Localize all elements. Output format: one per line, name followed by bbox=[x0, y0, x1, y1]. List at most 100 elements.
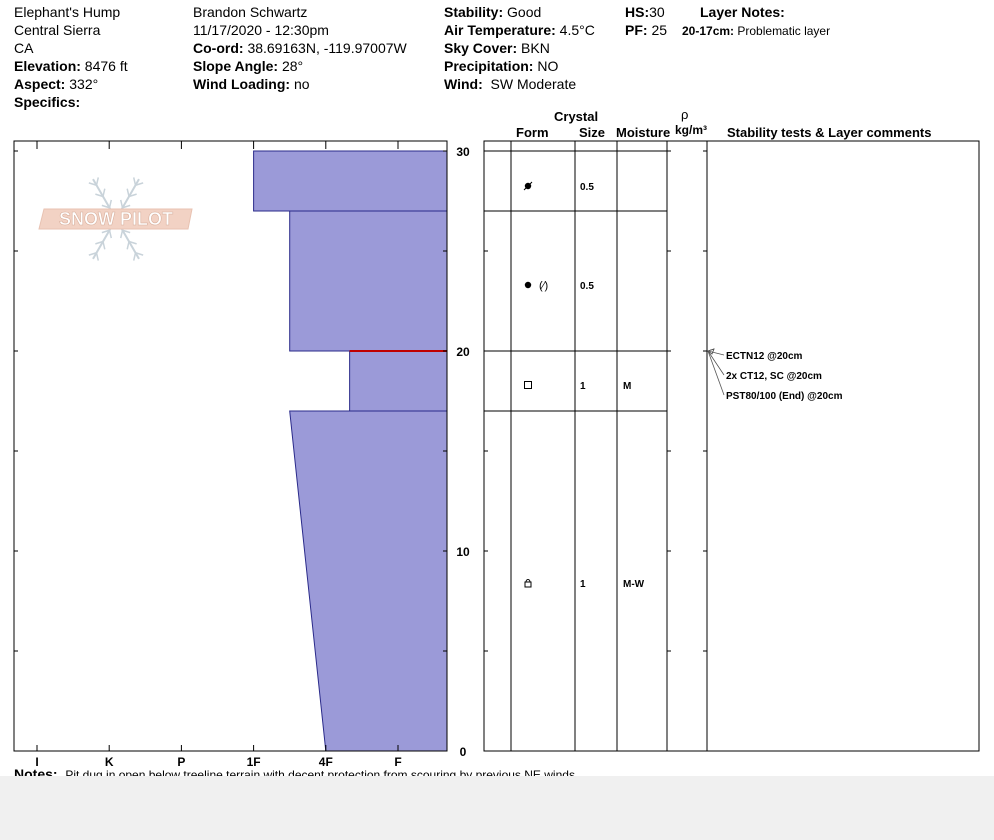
coordinates: Co-ord: 38.69163N, -119.97007W bbox=[193, 39, 407, 57]
snow-profile-chart: SNOW PILOT I K P 1F 4F F 0 10 20 30 (⁄) 0.5 0.5 1 M 1 M-W… bbox=[13, 140, 980, 769]
snowflake-branch bbox=[132, 252, 137, 261]
density-symbol: ρ bbox=[681, 107, 689, 122]
snowflake-branch bbox=[135, 252, 144, 256]
snowflake-branch bbox=[108, 199, 113, 208]
faceting-mark-icon: (⁄) bbox=[539, 280, 548, 292]
stability-tests-header: Stability tests & Layer comments bbox=[727, 125, 932, 140]
snowflake-branch bbox=[88, 252, 97, 256]
hardness-label-4F: 4F bbox=[319, 755, 333, 769]
snowflake-branch bbox=[126, 188, 130, 197]
pf-value: 25 bbox=[651, 22, 668, 38]
snowflake-branch bbox=[95, 252, 100, 261]
notes: Notes: Pit dug in open below treeline te… bbox=[14, 765, 575, 776]
notes-text: Pit dug in open below treeline terrain w… bbox=[65, 768, 575, 776]
grain-size-1: 0.5 bbox=[580, 281, 594, 292]
grain-form-icon-3 bbox=[524, 579, 532, 588]
airtemp-value: 4.5°C bbox=[559, 22, 595, 38]
layer-notes-label: Layer Notes: bbox=[700, 4, 785, 20]
snowflake-branch bbox=[126, 241, 130, 250]
melt-form-arc bbox=[525, 579, 531, 583]
penetration-foot: PF: 25 bbox=[625, 21, 667, 39]
layer-notes: Layer Notes: bbox=[700, 3, 785, 21]
hardness-plot-frame bbox=[13, 140, 448, 752]
wind-value: SW Moderate bbox=[490, 76, 577, 92]
snowflake-branch bbox=[108, 230, 113, 239]
aspect-label: Aspect: bbox=[14, 76, 66, 92]
hardness-label-I: I bbox=[35, 755, 38, 769]
grain-size-2: 1 bbox=[580, 381, 586, 392]
moisture-header: Moisture bbox=[616, 125, 671, 140]
grain-size-0: 0.5 bbox=[580, 182, 594, 193]
snowflake-branch bbox=[88, 182, 97, 186]
precip-value: NO bbox=[537, 58, 559, 74]
location-name: Elephant's Hump bbox=[14, 4, 121, 20]
grain-form-icon-1: (⁄) bbox=[524, 280, 548, 292]
depth-label-30: 30 bbox=[456, 145, 470, 159]
layer-note: 20-17cm: Problematic layer bbox=[682, 22, 830, 40]
snowflake-branch bbox=[101, 229, 110, 234]
slope-value: 28° bbox=[281, 58, 304, 74]
logo-text: SNOW PILOT bbox=[59, 209, 173, 229]
precipitation: Precipitation: NO bbox=[444, 57, 558, 75]
windload-label: Wind Loading: bbox=[193, 76, 291, 92]
stability-arrowhead-2 bbox=[707, 348, 715, 355]
hardness-layer-1 bbox=[289, 210, 448, 352]
aspect: Aspect: 332° bbox=[14, 75, 98, 93]
hardness-label-K: K bbox=[105, 755, 114, 769]
round-grain-icon bbox=[524, 281, 532, 289]
stability-test-0: ECTN12 @20cm bbox=[726, 351, 803, 362]
density-unit: kg/m³ bbox=[675, 123, 708, 137]
stability-value: Good bbox=[507, 4, 542, 20]
layer-note-range: 20-17cm: bbox=[682, 24, 735, 38]
specifics-label: Specifics: bbox=[14, 94, 81, 110]
snowflake-branch bbox=[95, 193, 104, 198]
snowflake-branch bbox=[132, 177, 137, 186]
faceted-crystal-icon bbox=[524, 381, 532, 389]
stability-rating: Stability: Good bbox=[444, 3, 541, 21]
hardness-layer-2 bbox=[349, 350, 448, 412]
snowflake-branch bbox=[95, 240, 104, 245]
wind: Wind: SW Moderate bbox=[444, 75, 576, 93]
size-header: Size bbox=[579, 125, 606, 140]
snowpilot-logo: SNOW PILOT bbox=[38, 177, 193, 261]
air-temperature: Air Temperature: 4.5°C bbox=[444, 21, 595, 39]
snowflake-branch bbox=[122, 229, 131, 234]
specifics: Specifics: bbox=[14, 93, 80, 111]
snowflake-branch bbox=[119, 230, 124, 239]
precip-label: Precipitation: bbox=[444, 58, 534, 74]
state-name: CA bbox=[14, 40, 34, 56]
hardness-layer-3 bbox=[289, 410, 448, 752]
rime-slash bbox=[523, 181, 533, 191]
snowflake-branch bbox=[122, 204, 131, 209]
snowflake-branch bbox=[102, 241, 106, 250]
layer-note-text: Problematic layer bbox=[737, 24, 831, 38]
hardness-label-1F: 1F bbox=[247, 755, 261, 769]
hs-value: 30 bbox=[649, 4, 665, 20]
snowflake-branch bbox=[128, 193, 137, 198]
snow-height: HS:30 bbox=[625, 3, 665, 21]
coord-label: Co-ord: bbox=[193, 40, 244, 56]
stability-leader-1 bbox=[707, 350, 725, 376]
depth-label-10: 10 bbox=[456, 545, 470, 559]
hardness-layer-0 bbox=[253, 150, 448, 212]
observer-name: Brandon Schwartz bbox=[193, 4, 308, 20]
elevation: Elevation: 8476 ft bbox=[14, 57, 128, 75]
stability-label: Stability: bbox=[444, 4, 504, 20]
stability-test-2: PST80/100 (End) @20cm bbox=[726, 391, 843, 402]
notes-label: Notes: bbox=[14, 766, 58, 776]
moisture-2: M bbox=[623, 381, 631, 392]
sky-label: Sky Cover: bbox=[444, 40, 518, 56]
airtemp-label: Air Temperature: bbox=[444, 22, 556, 38]
stability-test-1: 2x CT12, SC @20cm bbox=[726, 371, 822, 382]
sky-value: BKN bbox=[521, 40, 550, 56]
snowflake-branch bbox=[95, 177, 100, 186]
wind-loading: Wind Loading: no bbox=[193, 75, 310, 93]
depth-label-20: 20 bbox=[456, 345, 470, 359]
elevation-label: Elevation: bbox=[14, 58, 81, 74]
range-name: Central Sierra bbox=[14, 22, 101, 38]
sky-cover: Sky Cover: BKN bbox=[444, 39, 550, 57]
coord-value: 38.69163N, -119.97007W bbox=[247, 40, 407, 56]
slope-angle: Slope Angle: 28° bbox=[193, 57, 303, 75]
windload-value: no bbox=[293, 76, 310, 92]
snowflake-branch bbox=[119, 199, 124, 208]
